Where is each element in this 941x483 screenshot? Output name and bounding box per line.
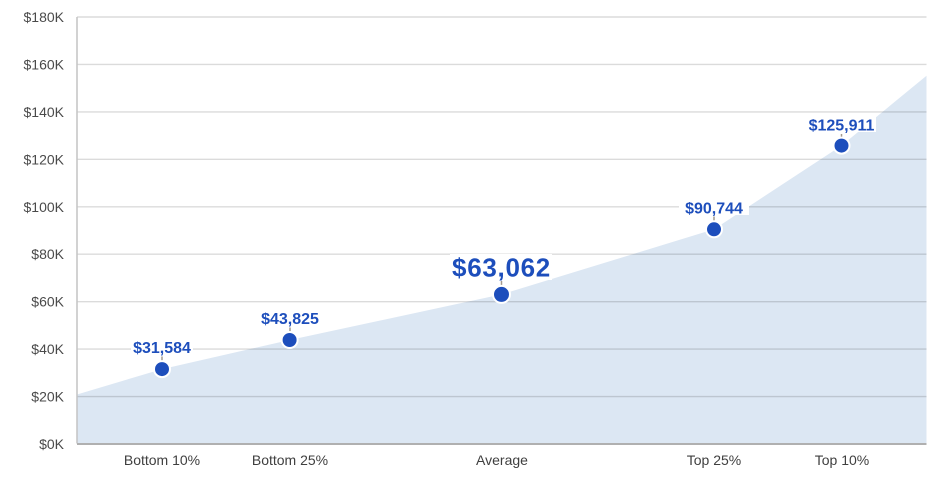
svg-text:$125,911: $125,911 (809, 118, 875, 135)
svg-text:Top 25%: Top 25% (687, 452, 741, 468)
svg-text:$160K: $160K (24, 56, 65, 72)
svg-text:$100K: $100K (24, 199, 65, 215)
svg-text:$180K: $180K (24, 9, 65, 25)
svg-text:$140K: $140K (24, 104, 65, 120)
svg-text:$40K: $40K (31, 341, 64, 357)
svg-text:Bottom 25%: Bottom 25% (252, 452, 328, 468)
svg-text:Average: Average (476, 452, 528, 468)
svg-text:$80K: $80K (31, 246, 64, 262)
svg-text:$90,744: $90,744 (685, 201, 743, 218)
svg-text:$20K: $20K (31, 389, 64, 405)
svg-text:Bottom 10%: Bottom 10% (124, 452, 200, 468)
svg-text:$60K: $60K (31, 294, 64, 310)
svg-text:$0K: $0K (39, 436, 65, 452)
svg-text:$120K: $120K (24, 151, 65, 167)
svg-text:$63,062: $63,062 (452, 253, 551, 283)
svg-text:Top 10%: Top 10% (815, 452, 869, 468)
svg-text:$43,825: $43,825 (261, 311, 319, 328)
svg-text:$31,584: $31,584 (133, 340, 191, 357)
